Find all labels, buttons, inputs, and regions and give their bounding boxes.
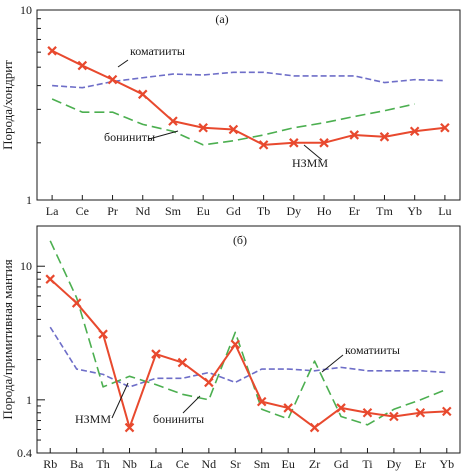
y-axis-title: Порода/хондрит [0, 60, 15, 150]
x-tick-label: Sm [165, 204, 182, 218]
x-tick-label: Zr [309, 457, 320, 471]
x-tick-label: Ce [176, 457, 189, 471]
series-name-label: НЗММ [292, 156, 328, 170]
y-tick-label: 0.4 [17, 446, 32, 460]
x-tick-label: Ba [70, 457, 84, 471]
x-tick-label: Nd [135, 204, 150, 218]
data-point-marker [349, 130, 360, 140]
panel-label: (б) [233, 233, 247, 247]
x-tick-label: Tm [376, 204, 393, 218]
data-point-marker [71, 298, 82, 308]
data-point-marker [137, 89, 148, 100]
data-point-marker [230, 339, 241, 350]
x-tick-label: Th [96, 457, 109, 471]
series-line [49, 240, 448, 426]
data-point-marker [256, 396, 267, 407]
plot-frame [36, 225, 461, 454]
data-point-marker [45, 274, 55, 284]
data-point-marker [124, 422, 135, 433]
series-line [49, 278, 447, 429]
x-tick-label: Yb [407, 204, 422, 218]
series-name-label: бониниты [153, 412, 204, 426]
data-point-marker [204, 377, 214, 388]
data-point-marker [389, 411, 399, 422]
y-tick-label: 10 [20, 259, 32, 273]
data-point-marker [258, 140, 269, 150]
label-leader-line [111, 382, 129, 419]
series-name-label: коматииты [130, 44, 185, 58]
data-point-marker [168, 116, 178, 126]
x-tick-label: Ho [317, 204, 332, 218]
data-point-marker [440, 122, 450, 133]
y-tick-label: 10 [20, 3, 32, 17]
y-axis-title: Порода/примитивная мантия [0, 259, 15, 419]
x-tick-label: Nd [202, 457, 217, 471]
data-point-marker [177, 357, 188, 368]
y-tick-label: 1 [26, 393, 32, 407]
data-point-marker [379, 132, 390, 142]
data-point-marker [289, 138, 299, 148]
data-point-marker [98, 329, 108, 339]
data-point-marker [77, 60, 88, 71]
x-tick-label: Ce [76, 204, 89, 218]
label-leader-line [182, 395, 201, 414]
data-point-marker [47, 46, 57, 56]
x-tick-label: Ti [362, 457, 373, 471]
x-tick-label: Eu [281, 457, 294, 471]
x-tick-label: Yb [439, 457, 454, 471]
x-tick-label: Gd [226, 204, 241, 218]
x-tick-label: Pr [107, 204, 118, 218]
x-tick-label: La [150, 457, 163, 471]
label-leader-line [117, 59, 129, 68]
label-leader-line [321, 354, 344, 373]
panel-a: 1 10 Порода/хондрит La Ce Pr Nd Sm Eu Gd Tb Dy Ho Er T… [0, 3, 461, 218]
x-tick-label: Sr [230, 457, 241, 471]
panel-b: 0.4 1 10 Порода/примитивная мантия Rb Ba Th Nb L… [0, 225, 461, 471]
x-tick-label: La [46, 204, 59, 218]
series-name-label: коматииты [345, 343, 400, 357]
panel-label: (а) [215, 12, 228, 26]
series-line [51, 98, 415, 146]
series-line [51, 49, 446, 146]
x-tick-label: Lu [438, 204, 451, 218]
data-point-marker [198, 122, 208, 133]
data-point-marker [442, 406, 452, 417]
y-tick-label: 1 [26, 193, 32, 207]
plot-frame [36, 9, 461, 201]
label-leader-line [303, 144, 323, 161]
x-tick-label: Sm [254, 457, 271, 471]
data-point-marker [409, 126, 420, 137]
data-point-marker [319, 138, 329, 148]
data-point-marker [228, 124, 239, 135]
label-leader-line [148, 130, 179, 140]
x-tick-label: Gd [334, 457, 349, 471]
data-point-marker [309, 422, 320, 433]
x-tick-label: Nb [122, 457, 137, 471]
data-point-marker [107, 74, 118, 85]
x-tick-label: Er [349, 204, 360, 218]
x-tick-label: Er [415, 457, 426, 471]
series-name-label: бониниты [104, 130, 155, 144]
x-tick-label: Tb [257, 204, 270, 218]
x-tick-label: Rb [43, 457, 57, 471]
x-tick-label: Dy [387, 457, 402, 471]
x-tick-label: Eu [197, 204, 210, 218]
data-point-marker [151, 349, 161, 359]
data-point-marker [415, 408, 426, 418]
x-tick-label: Dy [286, 204, 301, 218]
data-point-marker [362, 408, 373, 418]
data-point-marker [336, 403, 346, 413]
data-point-marker [283, 403, 293, 413]
series-name-label: НЗММ [75, 412, 111, 426]
series-line [52, 71, 445, 89]
